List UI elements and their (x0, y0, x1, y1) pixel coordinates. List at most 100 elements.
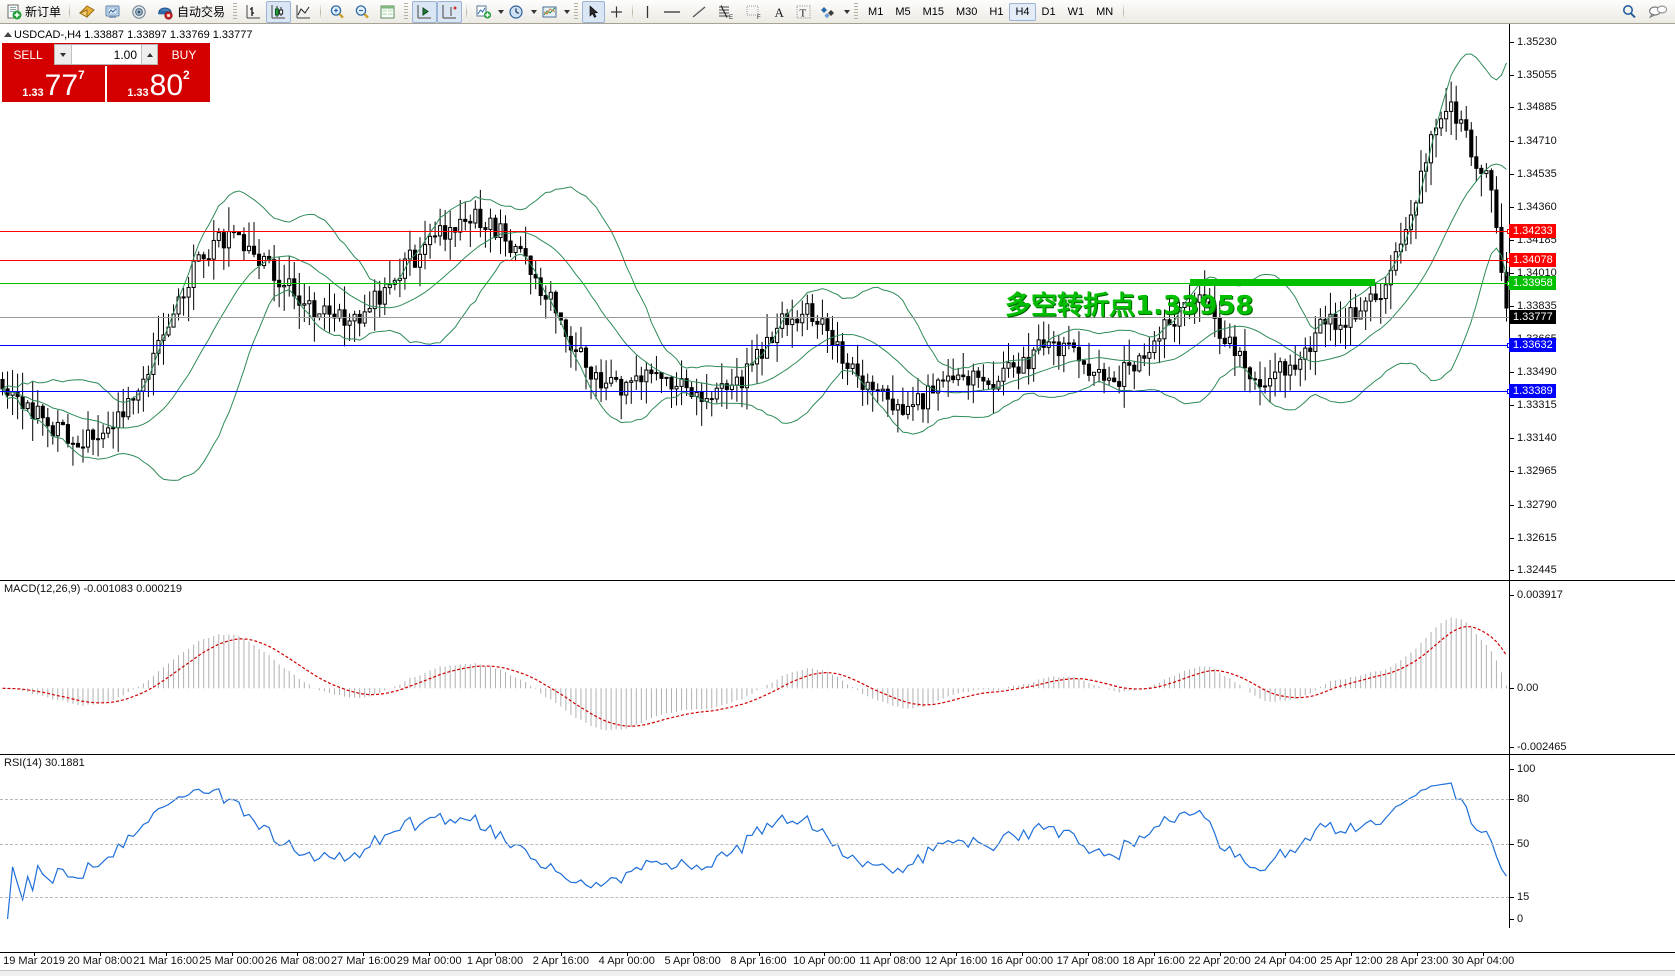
bollinger-lower-band (2, 247, 1507, 481)
status-bar (0, 970, 1675, 976)
terminal-button[interactable] (100, 1, 126, 23)
price-tag-pivot[interactable]: 1.33958 (1509, 276, 1556, 291)
text-box-button[interactable]: T (791, 1, 816, 23)
data-window-button[interactable] (375, 1, 400, 23)
shapes-button[interactable] (816, 1, 842, 23)
price-level-anchor[interactable] (1507, 258, 1509, 264)
periods-button[interactable] (504, 1, 529, 23)
sell-button[interactable]: SELL (2, 43, 54, 66)
macd-pane[interactable]: MACD(12,26,9) -0.001083 0.000219 0.00391… (0, 580, 1675, 754)
macd-plot[interactable] (0, 581, 1509, 754)
autotrading-button[interactable]: 自动交易 (152, 1, 229, 23)
text-label-button[interactable]: A (768, 1, 791, 23)
strategy-tester-button[interactable] (126, 1, 152, 23)
price-level-anchor[interactable] (1507, 281, 1509, 287)
price-level-line-1.33632[interactable] (0, 342, 1509, 348)
buy-button[interactable]: BUY (158, 43, 210, 66)
buy-price-block[interactable]: 1.33 80 2 (105, 66, 210, 102)
price-plot[interactable] (0, 24, 1509, 580)
timeframe-w1[interactable]: W1 (1067, 5, 1085, 18)
toolbar-separator-5 (1123, 2, 1125, 21)
timeframe-h1[interactable]: H1 (989, 5, 1004, 18)
price-level-line-1.34233[interactable] (0, 229, 1509, 235)
macd-series (2, 617, 1507, 731)
price-tag-resistance[interactable]: 1.34233 (1509, 224, 1556, 239)
chart-shift-button[interactable] (437, 0, 463, 23)
price-level-line-1.33389[interactable] (0, 389, 1509, 395)
metaeditor-button[interactable] (74, 1, 100, 23)
zoom-out-button[interactable] (350, 1, 375, 23)
shapes-dropdown-caret[interactable] (844, 9, 851, 14)
bar-chart-button[interactable] (241, 1, 266, 23)
search-button[interactable] (1617, 1, 1643, 23)
rsi-axis[interactable]: 100 80 50 15 0 (1509, 755, 1675, 928)
rsi-line (6, 782, 1507, 920)
timeframe-m5[interactable]: M5 (895, 5, 911, 18)
templates-button[interactable] (537, 1, 562, 23)
rsi-plot[interactable] (0, 755, 1509, 928)
buy-price-prefix: 1.33 (127, 87, 149, 99)
trendline-button[interactable] (686, 1, 712, 23)
price-tick: 1.35230 (1510, 36, 1557, 48)
collapse-triangle-icon[interactable] (4, 32, 12, 37)
timeframe-d1[interactable]: D1 (1041, 5, 1056, 18)
time-label: 2 Apr 16:00 (532, 955, 590, 967)
timeframe-h4[interactable]: H4 (1009, 2, 1036, 21)
price-pane[interactable]: 1.35230 1.35055 1.34885 1.34710 1.34535 1.343… (0, 24, 1675, 580)
time-label: 25 Mar 00:00 (199, 955, 264, 967)
price-tick: 1.32790 (1510, 499, 1557, 511)
shapes-icon (821, 6, 835, 18)
auto-scroll-button[interactable] (412, 0, 438, 23)
time-label: 12 Apr 16:00 (924, 955, 988, 967)
toolbar-grip-4 (854, 2, 859, 21)
indicators-button[interactable] (471, 1, 496, 23)
volume-stepper[interactable]: 1.00 (54, 44, 158, 65)
one-click-trading-panel[interactable]: USDCAD-,H4 1.33887 1.33897 1.33769 1.337… (2, 28, 253, 102)
periods-dropdown-caret[interactable] (531, 9, 538, 14)
chart-area[interactable]: 1.35230 1.35055 1.34885 1.34710 1.34535 1.343… (0, 24, 1675, 976)
volume-dropdown-button[interactable] (55, 45, 72, 64)
templates-dropdown-caret[interactable] (564, 9, 571, 14)
price-level-anchor[interactable] (1507, 229, 1509, 235)
price-level-line-1.34078[interactable] (0, 258, 1509, 264)
indicators-icon (476, 5, 492, 19)
crosshair-button[interactable] (605, 1, 628, 23)
timeframe-mn[interactable]: MN (1096, 5, 1114, 18)
zoom-out-icon (355, 4, 369, 18)
rsi-pane[interactable]: RSI(14) 30.1881 100 80 50 15 0 (0, 754, 1675, 928)
cursor-button[interactable] (582, 0, 606, 23)
time-label: 11 Apr 08:00 (859, 955, 922, 967)
macd-axis[interactable]: 0.003917 0.00 -0.002465 (1509, 581, 1675, 754)
timeframe-m1[interactable]: M1 (868, 5, 884, 18)
volume-value[interactable]: 1.00 (72, 45, 141, 64)
svg-text:T: T (800, 7, 807, 19)
price-level-line-1.33958[interactable] (0, 281, 1509, 287)
price-tag-support[interactable]: 1.33632 (1509, 337, 1556, 352)
rsi-series (6, 782, 1507, 920)
time-label: 17 Apr 08:00 (1056, 955, 1120, 967)
price-level-anchor[interactable] (1507, 389, 1509, 395)
price-tag-support[interactable]: 1.33389 (1509, 384, 1556, 399)
volume-up-button[interactable] (141, 45, 157, 64)
price-tick: 1.34885 (1510, 101, 1557, 113)
sell-price-block[interactable]: 1.33 77 7 (2, 66, 105, 102)
vertical-line-button[interactable] (637, 1, 658, 23)
zoom-in-button[interactable] (325, 1, 350, 23)
fibonacci-button[interactable]: E (712, 1, 740, 23)
price-tag-resistance[interactable]: 1.34078 (1509, 253, 1556, 268)
chat-button[interactable] (1643, 1, 1673, 23)
price-level-anchor[interactable] (1507, 342, 1509, 348)
sell-price-prefix: 1.33 (22, 87, 44, 99)
candlestick-chart-button[interactable] (266, 0, 292, 23)
price-tag-last-price[interactable]: 1.33777 (1509, 310, 1556, 325)
indicators-dropdown-caret[interactable] (498, 9, 505, 14)
buy-price-sup: 2 (183, 68, 190, 82)
timeframe-m15[interactable]: M15 (922, 5, 944, 18)
line-chart-button[interactable] (291, 1, 316, 23)
new-order-button[interactable]: 新订单 (2, 1, 65, 23)
timeframe-m30[interactable]: M30 (956, 5, 978, 18)
equidistant-channel-button[interactable]: F (740, 1, 768, 23)
price-axis[interactable]: 1.35230 1.35055 1.34885 1.34710 1.34535 1.343… (1509, 24, 1675, 580)
horizontal-line-button[interactable] (658, 1, 686, 23)
line-chart-icon (296, 4, 311, 18)
